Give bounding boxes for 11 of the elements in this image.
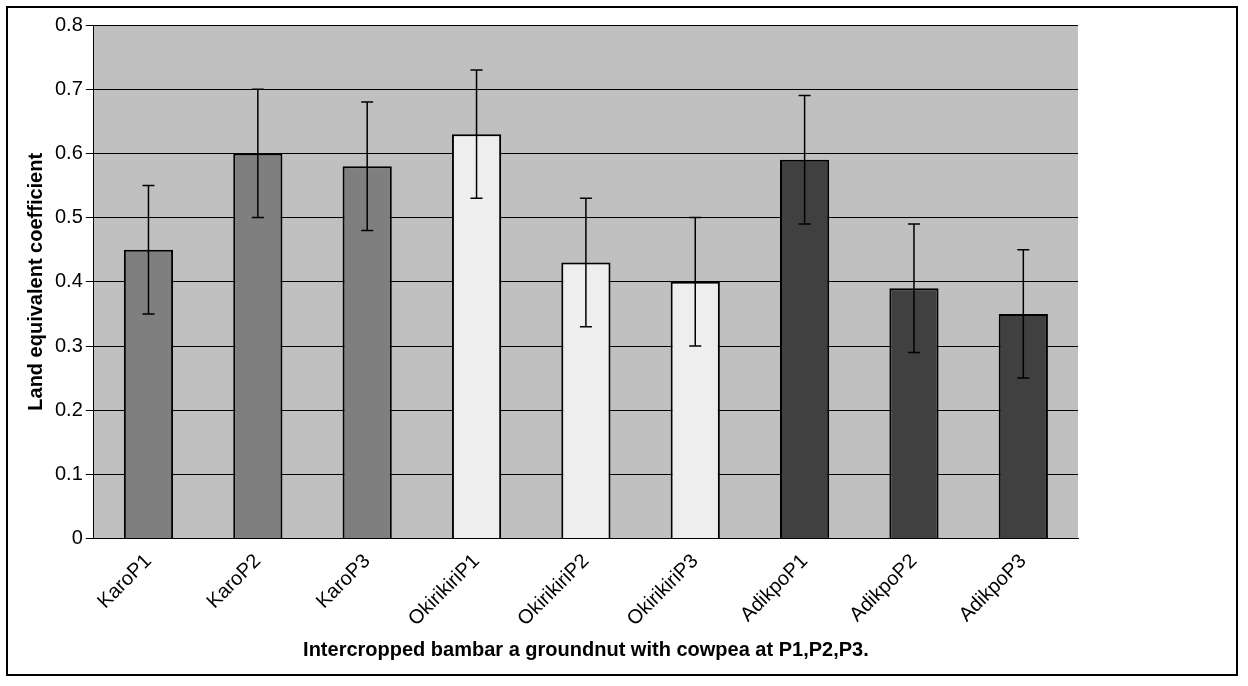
y-tick-label: 0.2 <box>54 397 83 420</box>
y-tick-label: 0 <box>71 526 83 549</box>
y-tick-label: 0.5 <box>54 205 83 228</box>
y-axis-title: Land equivalent coefficient <box>23 152 46 411</box>
x-axis-title: Intercropped bambar a groundnut with cowpea at P1,P2,P3. <box>303 637 869 660</box>
y-tick-label: 0.4 <box>54 269 83 292</box>
y-tick-label: 0.6 <box>54 140 83 163</box>
y-tick-label: 0.1 <box>54 461 83 484</box>
y-tick-label: 0.8 <box>54 12 83 35</box>
y-tick-label: 0.3 <box>54 333 83 356</box>
y-tick-label: 0.7 <box>54 76 83 99</box>
